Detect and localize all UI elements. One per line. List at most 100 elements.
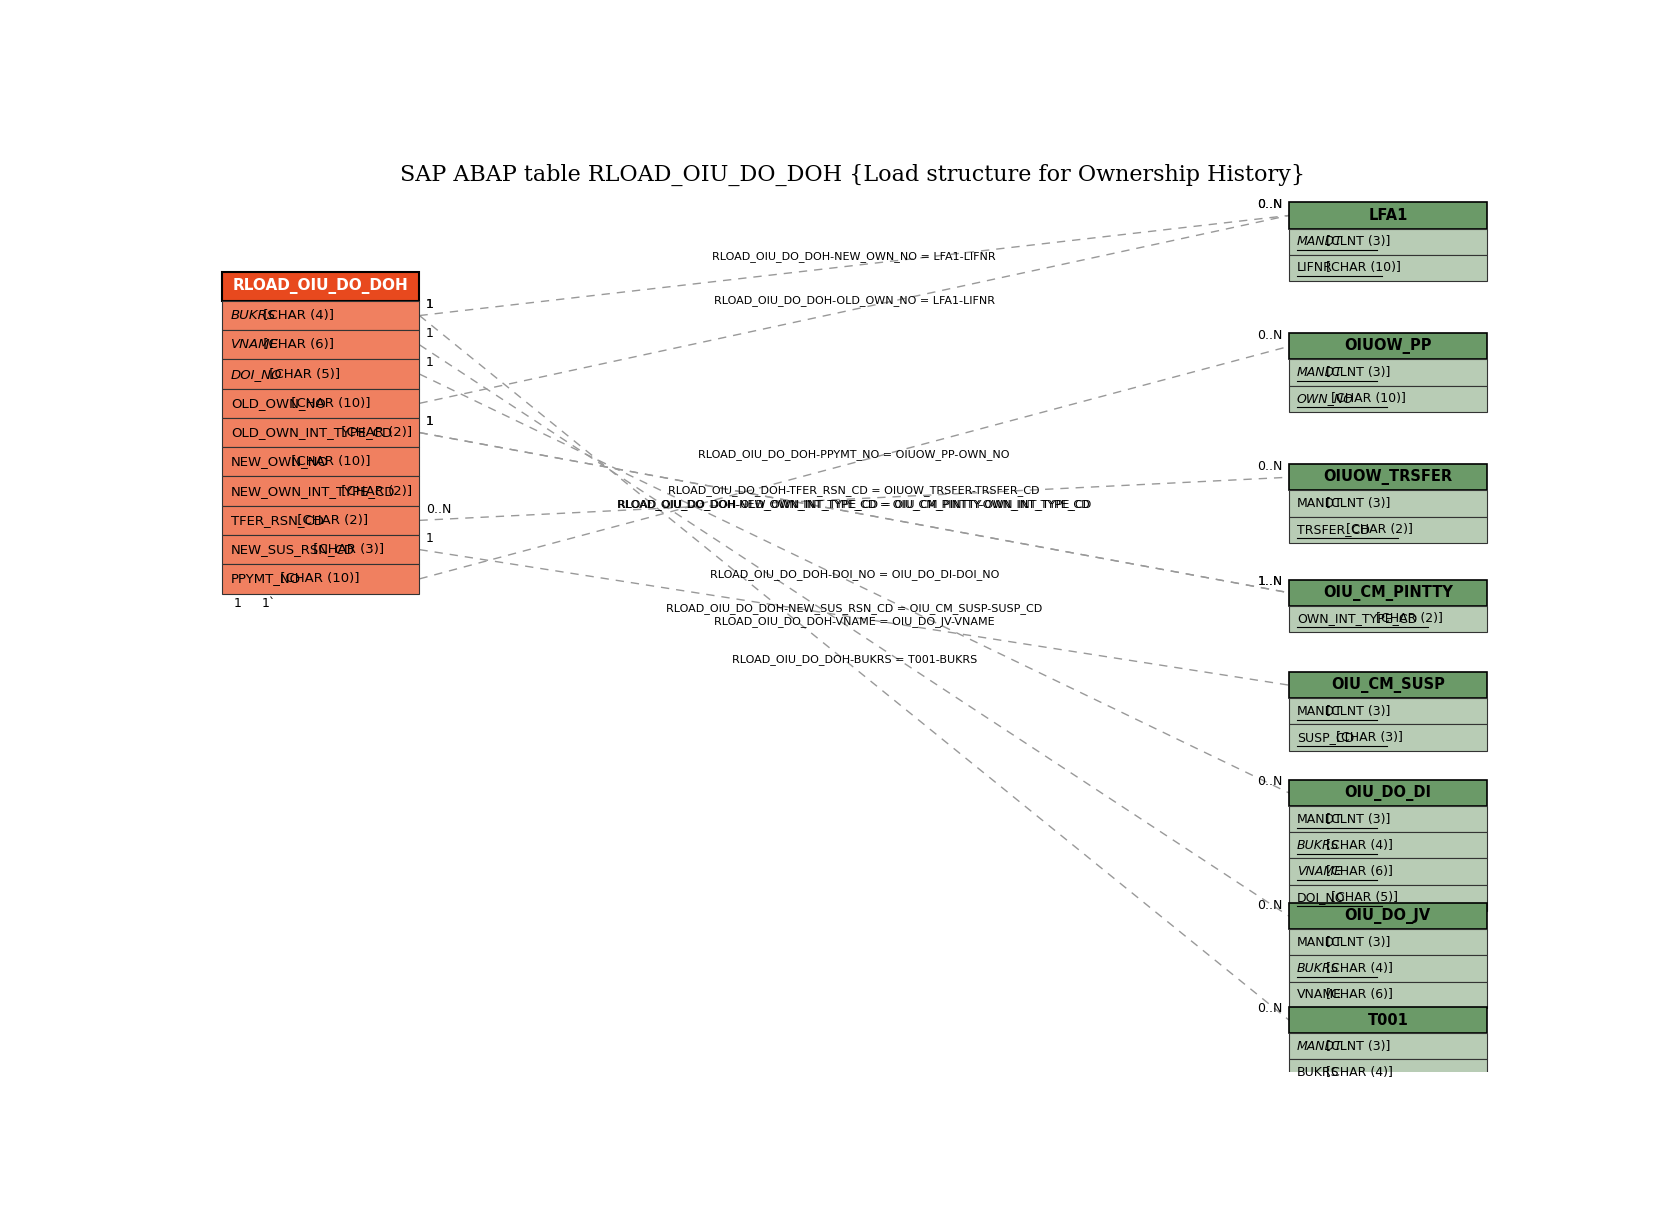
Text: BUKRS: BUKRS (231, 308, 276, 322)
Text: [CLNT (3)]: [CLNT (3)] (1322, 366, 1390, 380)
FancyBboxPatch shape (1289, 833, 1487, 858)
Text: [CHAR (10)]: [CHAR (10)] (276, 572, 359, 586)
Text: OLD_OWN_NO: OLD_OWN_NO (231, 396, 326, 410)
FancyBboxPatch shape (221, 389, 419, 418)
Text: RLOAD_OIU_DO_DOH-PPYMT_NO = OIUOW_PP-OWN_NO: RLOAD_OIU_DO_DOH-PPYMT_NO = OIUOW_PP-OWN… (698, 448, 1009, 459)
Text: MANDT: MANDT (1297, 936, 1342, 948)
Text: MANDT: MANDT (1297, 496, 1342, 510)
FancyBboxPatch shape (221, 271, 419, 301)
Text: 1: 1 (426, 415, 434, 428)
Text: MANDT: MANDT (1297, 235, 1342, 248)
FancyBboxPatch shape (1289, 229, 1487, 254)
Text: 1: 1 (426, 298, 434, 311)
FancyBboxPatch shape (1289, 464, 1487, 490)
FancyBboxPatch shape (1289, 1033, 1487, 1059)
FancyBboxPatch shape (221, 447, 419, 476)
Text: VNAME: VNAME (1297, 865, 1342, 878)
Text: NEW_SUS_RSN_CD: NEW_SUS_RSN_CD (231, 543, 356, 557)
Text: RLOAD_OIU_DO_DOH-OLD_OWN_INT_TYPE_CD = OIU_CM_PINTTY-OWN_INT_TYPE_CD: RLOAD_OIU_DO_DOH-OLD_OWN_INT_TYPE_CD = O… (619, 499, 1089, 510)
Text: [CHAR (2)]: [CHAR (2)] (1372, 612, 1443, 625)
Text: RLOAD_OIU_DO_DOH-OLD_OWN_NO = LFA1-LIFNR: RLOAD_OIU_DO_DOH-OLD_OWN_NO = LFA1-LIFNR (713, 295, 994, 306)
Text: 1..N: 1..N (1257, 575, 1282, 588)
Text: OIU_CM_SUSP: OIU_CM_SUSP (1330, 677, 1445, 693)
Text: LFA1: LFA1 (1369, 208, 1407, 223)
FancyBboxPatch shape (1289, 806, 1487, 833)
Text: NEW_OWN_INT_TYPE_CD: NEW_OWN_INT_TYPE_CD (231, 484, 396, 498)
FancyBboxPatch shape (221, 564, 419, 594)
Text: DOI_NO: DOI_NO (231, 368, 283, 381)
Text: [CHAR (5)]: [CHAR (5)] (264, 368, 339, 381)
FancyBboxPatch shape (1289, 202, 1487, 229)
Text: 0..N: 0..N (1257, 899, 1282, 911)
FancyBboxPatch shape (1289, 672, 1487, 698)
FancyBboxPatch shape (1289, 780, 1487, 806)
Text: [CHAR (10)]: [CHAR (10)] (288, 455, 371, 469)
FancyBboxPatch shape (1289, 884, 1487, 911)
Text: RLOAD_OIU_DO_DOH-BUKRS = T001-BUKRS: RLOAD_OIU_DO_DOH-BUKRS = T001-BUKRS (732, 654, 976, 665)
Text: 0..N: 0..N (1257, 329, 1282, 342)
Text: MANDT: MANDT (1297, 705, 1342, 718)
Text: 0..N: 0..N (1257, 775, 1282, 788)
Text: 1..N: 1..N (1257, 575, 1282, 588)
Text: [CHAR (4)]: [CHAR (4)] (1322, 962, 1394, 975)
FancyBboxPatch shape (221, 418, 419, 447)
Text: 0..N: 0..N (1257, 198, 1282, 211)
FancyBboxPatch shape (221, 301, 419, 330)
Text: OIUOW_PP: OIUOW_PP (1344, 339, 1432, 354)
FancyBboxPatch shape (1289, 903, 1487, 929)
Text: SAP ABAP table RLOAD_OIU_DO_DOH {Load structure for Ownership History}: SAP ABAP table RLOAD_OIU_DO_DOH {Load st… (399, 164, 1305, 186)
Text: VNAME: VNAME (231, 339, 279, 352)
FancyBboxPatch shape (1289, 606, 1487, 631)
Text: [CLNT (3)]: [CLNT (3)] (1322, 1040, 1390, 1053)
FancyBboxPatch shape (221, 359, 419, 389)
Text: [CHAR (2)]: [CHAR (2)] (293, 513, 368, 527)
Text: BUKRS: BUKRS (1297, 962, 1339, 975)
Text: MANDT: MANDT (1297, 812, 1342, 825)
FancyBboxPatch shape (1289, 580, 1487, 606)
Text: [CHAR (5)]: [CHAR (5)] (1327, 892, 1399, 904)
Text: RLOAD_OIU_DO_DOH-TFER_RSN_CD = OIUOW_TRSFER-TRSFER_CD: RLOAD_OIU_DO_DOH-TFER_RSN_CD = OIUOW_TRS… (669, 484, 1039, 495)
Text: [CHAR (4)]: [CHAR (4)] (1322, 839, 1394, 852)
FancyBboxPatch shape (1289, 724, 1487, 751)
FancyBboxPatch shape (1289, 929, 1487, 956)
Text: [CLNT (3)]: [CLNT (3)] (1322, 496, 1390, 510)
Text: BUKRS: BUKRS (1297, 1066, 1339, 1078)
Text: OWN_INT_TYPE_CD: OWN_INT_TYPE_CD (1297, 612, 1417, 625)
FancyBboxPatch shape (1289, 517, 1487, 542)
Text: OIUOW_TRSFER: OIUOW_TRSFER (1324, 469, 1452, 486)
Text: LIFNR: LIFNR (1297, 261, 1332, 275)
Text: [CLNT (3)]: [CLNT (3)] (1322, 705, 1390, 718)
Text: RLOAD_OIU_DO_DOH-NEW_SUS_RSN_CD = OIU_CM_SUSP-SUSP_CD: RLOAD_OIU_DO_DOH-NEW_SUS_RSN_CD = OIU_CM… (667, 604, 1043, 615)
Text: [CHAR (10)]: [CHAR (10)] (1322, 261, 1400, 275)
Text: MANDT: MANDT (1297, 1040, 1342, 1053)
Text: RLOAD_OIU_DO_DOH-VNAME = OIU_DO_JV-VNAME: RLOAD_OIU_DO_DOH-VNAME = OIU_DO_JV-VNAME (713, 617, 994, 628)
FancyBboxPatch shape (1289, 386, 1487, 412)
Text: BUKRS: BUKRS (1297, 839, 1339, 852)
Text: 1: 1 (426, 298, 434, 311)
FancyBboxPatch shape (1289, 1007, 1487, 1033)
Text: PPYMT_NO: PPYMT_NO (231, 572, 301, 586)
Text: 1: 1 (426, 328, 434, 340)
Text: MANDT: MANDT (1297, 366, 1342, 380)
FancyBboxPatch shape (1289, 359, 1487, 386)
Text: RLOAD_OIU_DO_DOH-NEW_OWN_NO = LFA1-LIFNR: RLOAD_OIU_DO_DOH-NEW_OWN_NO = LFA1-LIFNR (712, 252, 996, 263)
FancyBboxPatch shape (221, 476, 419, 506)
Text: [CHAR (4)]: [CHAR (4)] (1322, 1066, 1394, 1078)
Text: SUSP_CD: SUSP_CD (1297, 731, 1354, 743)
FancyBboxPatch shape (1289, 254, 1487, 281)
Text: 0..N: 0..N (1257, 459, 1282, 472)
Text: [CHAR (3)]: [CHAR (3)] (309, 543, 384, 557)
FancyBboxPatch shape (221, 535, 419, 564)
Text: 1: 1 (426, 357, 434, 370)
FancyBboxPatch shape (1289, 956, 1487, 982)
Text: OWN_NO: OWN_NO (1297, 392, 1354, 405)
FancyBboxPatch shape (1289, 982, 1487, 1007)
Text: [CHAR (2)]: [CHAR (2)] (1342, 523, 1414, 536)
FancyBboxPatch shape (1289, 490, 1487, 517)
Text: [CHAR (4)]: [CHAR (4)] (259, 308, 334, 322)
Text: [CHAR (2)]: [CHAR (2)] (338, 484, 412, 498)
Text: TFER_RSN_CD: TFER_RSN_CD (231, 513, 324, 527)
Text: OIU_DO_JV: OIU_DO_JV (1345, 909, 1430, 924)
Text: OIU_DO_DI: OIU_DO_DI (1344, 784, 1432, 801)
FancyBboxPatch shape (221, 506, 419, 535)
